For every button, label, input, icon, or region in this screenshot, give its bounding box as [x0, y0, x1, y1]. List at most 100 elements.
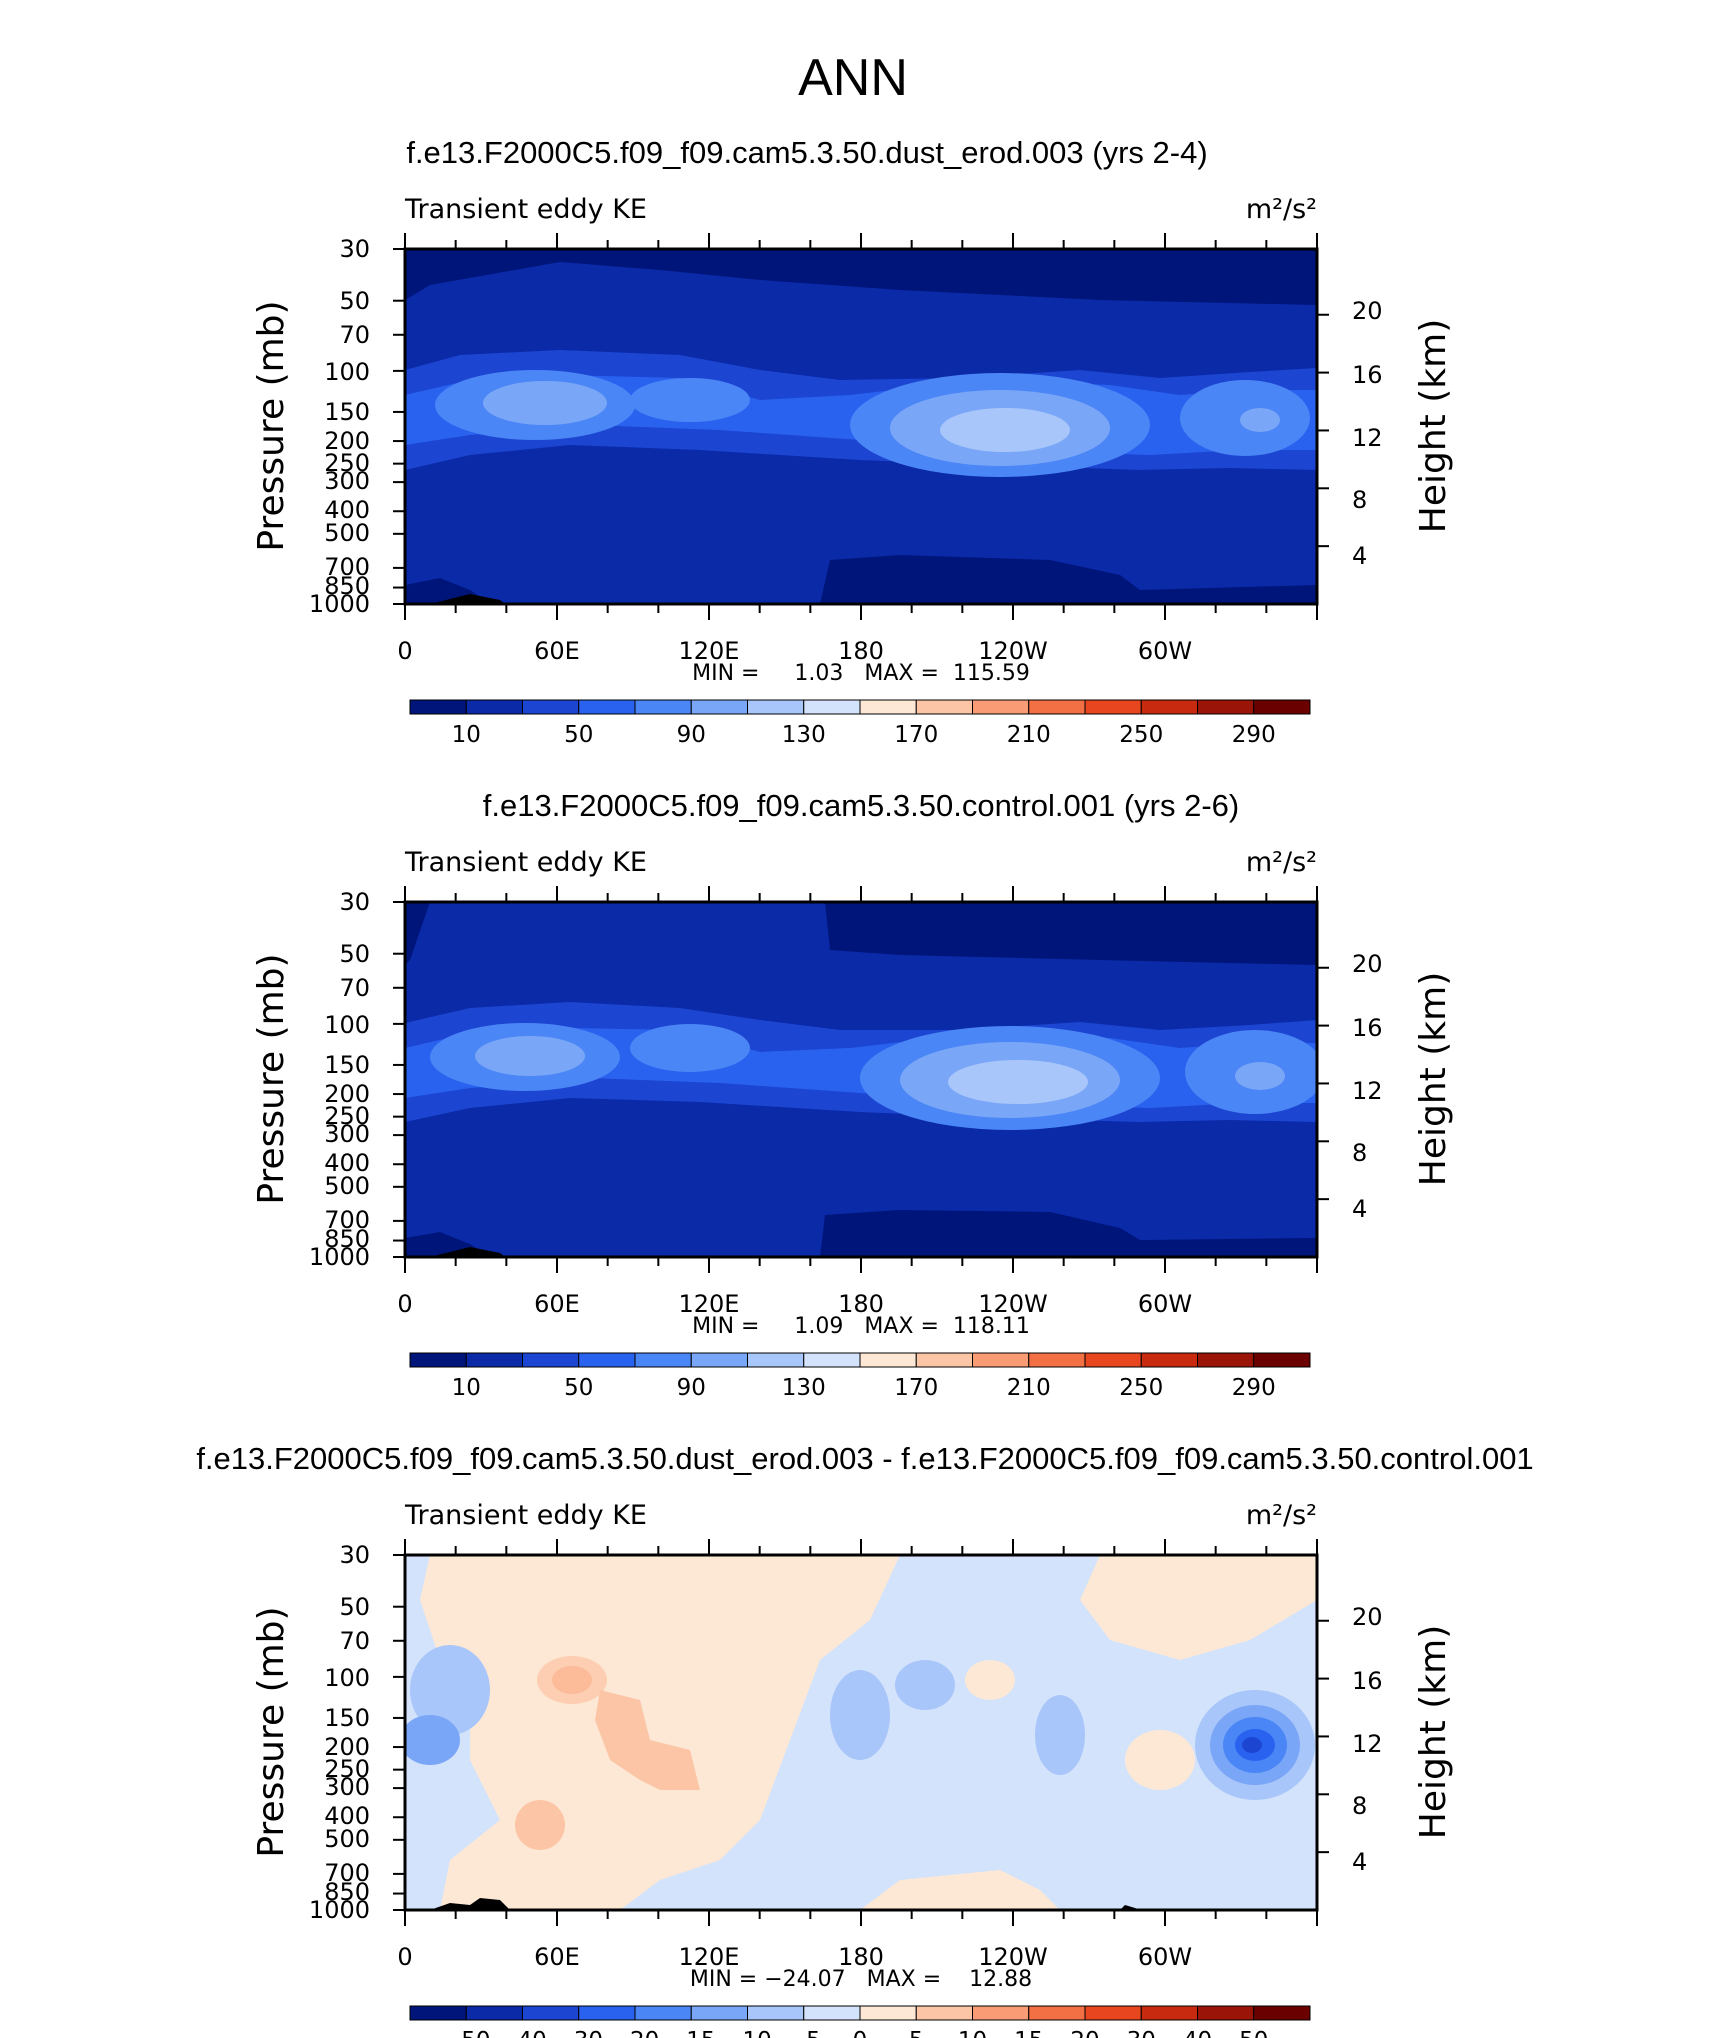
- y-tick-label: 850: [324, 572, 370, 600]
- colorbar-label: 10: [452, 722, 481, 748]
- y-axis-label: Pressure (mb): [251, 953, 292, 1204]
- units-label: m²/s²: [1246, 847, 1317, 878]
- y-tick-label: 850: [324, 1878, 370, 1906]
- colorbar-swatch: [859, 2005, 917, 2021]
- colorbar-label: 50: [564, 1375, 593, 1401]
- colorbar-swatch: [1197, 699, 1255, 715]
- colorbar-swatch: [634, 2005, 692, 2021]
- colorbar-label: −15: [667, 2028, 716, 2038]
- y-tick-label: 300: [324, 467, 370, 495]
- y-tick-label: 30: [339, 1541, 370, 1569]
- y-right-tick-label: 8: [1352, 1139, 1367, 1167]
- colorbar-label: 250: [1119, 1375, 1163, 1401]
- colorbar-swatch: [578, 2005, 636, 2021]
- panel-1: f.e13.F2000C5.f09_f09.cam5.3.50.dust_ero…: [251, 135, 1454, 686]
- x-tick-label: 120E: [679, 1290, 740, 1318]
- y-right-tick-label: 20: [1352, 1603, 1383, 1631]
- x-tick-label: 60E: [534, 637, 580, 665]
- colorbar-swatch: [1197, 2005, 1255, 2021]
- y-axis-label: Pressure (mb): [251, 1606, 292, 1857]
- colorbar-label: −40: [498, 2028, 547, 2038]
- y-tick-label: 500: [324, 1172, 370, 1200]
- colorbar-swatch: [859, 1352, 917, 1368]
- y-axis-label: Pressure (mb): [251, 300, 292, 551]
- variable-label: Transient eddy KE: [404, 1500, 647, 1531]
- x-tick-label: 120W: [978, 1290, 1048, 1318]
- colorbar-label: 210: [1007, 1375, 1051, 1401]
- colorbar-label: 30: [1127, 2028, 1156, 2038]
- colorbar-swatch: [972, 699, 1030, 715]
- colorbar-label: 15: [1014, 2028, 1043, 2038]
- axis-ticks: [393, 233, 1329, 1926]
- colorbar-swatch: [690, 699, 748, 715]
- colorbar-swatch: [747, 2005, 805, 2021]
- x-tick-label: 180: [838, 1290, 884, 1318]
- y-right-tick-label: 4: [1352, 1195, 1367, 1223]
- y-tick-label: 1000: [309, 1896, 370, 1924]
- colorbar-swatch: [1253, 1352, 1311, 1368]
- colorbar-swatch: [915, 699, 973, 715]
- y-tick-label: 200: [324, 1080, 370, 1108]
- colorbar-swatch: [915, 1352, 973, 1368]
- x-tick-label: 180: [838, 637, 884, 665]
- panel-2: f.e13.F2000C5.f09_f09.cam5.3.50.control.…: [251, 788, 1454, 1339]
- colorbar-swatch: [1084, 699, 1142, 715]
- y-tick-label: 700: [324, 1206, 370, 1234]
- x-tick-label: 60W: [1138, 1943, 1192, 1971]
- colorbar-label: 90: [677, 1375, 706, 1401]
- y-tick-label: 200: [324, 1733, 370, 1761]
- colorbar-swatch: [972, 2005, 1030, 2021]
- colorbar-swatch: [915, 2005, 973, 2021]
- colorbar-swatch: [522, 1352, 580, 1368]
- x-tick-label: 180: [838, 1943, 884, 1971]
- colorbar-swatch: [747, 699, 805, 715]
- colorbar-2: 10 50 90 130 170 210 250 290: [409, 1352, 1311, 1401]
- contour-field: [405, 902, 1317, 1257]
- y-right-tick-label: 20: [1352, 297, 1383, 325]
- y-tick-label: 150: [324, 398, 370, 426]
- y-right-tick-label: 12: [1352, 424, 1383, 452]
- colorbar-swatch: [1140, 1352, 1198, 1368]
- y-right-tick-label: 16: [1352, 1667, 1383, 1695]
- y-right-axis-label: Height (km): [1413, 319, 1454, 533]
- colorbar-label: −5: [787, 2028, 821, 2038]
- y-right-axis-label: Height (km): [1413, 1625, 1454, 1839]
- y-tick-label: 500: [324, 519, 370, 547]
- y-tick-label: 200: [324, 427, 370, 455]
- colorbar-swatch: [522, 699, 580, 715]
- colorbar-swatch: [1253, 2005, 1311, 2021]
- y-tick-label: 30: [339, 888, 370, 916]
- colorbar-label: −50: [442, 2028, 491, 2038]
- colorbar-label: −10: [723, 2028, 772, 2038]
- y-tick-label: 1000: [309, 1243, 370, 1271]
- y-tick-label: 400: [324, 1149, 370, 1177]
- colorbar-swatch: [409, 699, 467, 715]
- colorbar-swatch: [409, 1352, 467, 1368]
- y-tick-label: 50: [339, 287, 370, 315]
- colorbar-label: 210: [1007, 722, 1051, 748]
- units-label: m²/s²: [1246, 1500, 1317, 1531]
- panel-3: f.e13.F2000C5.f09_f09.cam5.3.50.dust_ero…: [196, 1441, 1533, 1992]
- x-tick-label: 60E: [534, 1290, 580, 1318]
- colorbar-label: 10: [958, 2028, 987, 2038]
- colorbar-label: 5: [909, 2028, 924, 2038]
- y-tick-label: 30: [339, 235, 370, 263]
- y-tick-label: 50: [339, 940, 370, 968]
- x-tick-label: 120W: [978, 1943, 1048, 1971]
- y-tick-label: 1000: [309, 590, 370, 618]
- colorbar-swatch: [803, 1352, 861, 1368]
- y-tick-label: 700: [324, 553, 370, 581]
- colorbar-1: 10 50 90 130 170 210 250 290: [409, 699, 1311, 748]
- y-right-axis-label: Height (km): [1413, 972, 1454, 1186]
- y-right-tick-label: 16: [1352, 361, 1383, 389]
- y-right-tick-label: 12: [1352, 1077, 1383, 1105]
- colorbar-swatch: [690, 2005, 748, 2021]
- colorbar-swatch: [409, 2005, 467, 2021]
- colorbar-label: 130: [782, 722, 826, 748]
- y-tick-label: 300: [324, 1120, 370, 1148]
- y-tick-label: 700: [324, 1859, 370, 1887]
- colorbar-label: 40: [1183, 2028, 1212, 2038]
- y-right-tick-label: 8: [1352, 1792, 1367, 1820]
- colorbar-swatch: [634, 699, 692, 715]
- panel-title: f.e13.F2000C5.f09_f09.cam5.3.50.dust_ero…: [196, 1441, 1533, 1476]
